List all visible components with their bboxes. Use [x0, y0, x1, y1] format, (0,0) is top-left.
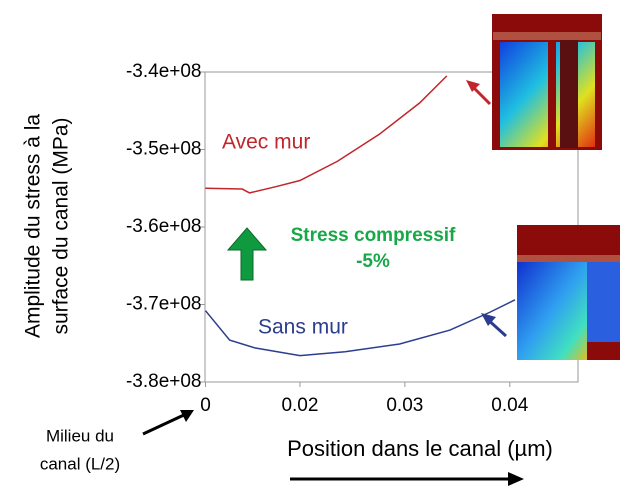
thumbnail-without-wall: [517, 225, 620, 360]
annotation: Milieu du: [46, 426, 114, 445]
arrow: [142, 412, 187, 436]
annotation: -5%: [356, 251, 390, 272]
thumbnail-with-wall: [492, 14, 602, 150]
y-tick-label: -3.6e+08: [126, 216, 202, 237]
y-axis-label: surface du canal (MPa): [50, 117, 73, 334]
arrow-head: [481, 313, 496, 326]
x-tick-label: 0: [200, 395, 211, 416]
series-line: [205, 75, 448, 194]
series-label: Avec mur: [222, 131, 310, 154]
up-arrow: [226, 227, 268, 281]
x-tick-label: 0.03: [386, 395, 423, 416]
arrow-head: [508, 472, 524, 486]
y-tick-label: -3.5e+08: [126, 139, 202, 160]
arrow-head: [180, 410, 194, 422]
arrow-head: [466, 80, 480, 92]
series-line: [204, 299, 516, 357]
y-tick-label: -3.7e+08: [126, 294, 202, 315]
annotation: Stress compressif: [291, 225, 456, 246]
x-tick-label: 0.04: [491, 395, 528, 416]
series-label: Sans mur: [258, 316, 348, 339]
x-tick-label: 0.02: [281, 395, 318, 416]
annotation: canal (L/2): [40, 454, 120, 473]
y-tick-label: -3.8e+08: [126, 371, 202, 392]
y-axis-label: Amplitude du stress à la: [22, 114, 45, 338]
x-axis-label: Position dans le canal (µm): [287, 436, 553, 461]
y-tick-label: -3.4e+08: [126, 61, 202, 82]
